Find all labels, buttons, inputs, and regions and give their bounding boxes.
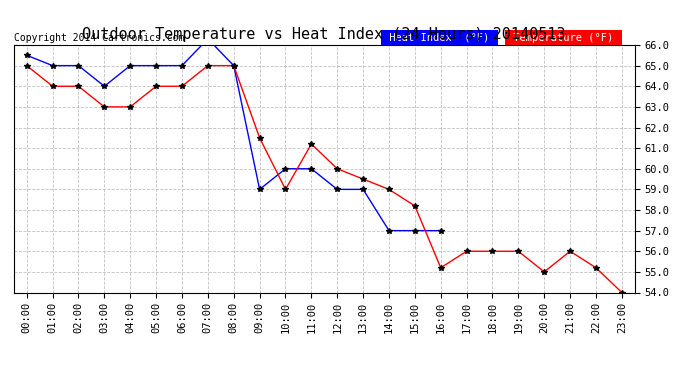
- Text: Heat Index  (°F): Heat Index (°F): [384, 33, 496, 42]
- Title: Outdoor Temperature vs Heat Index (24 Hours) 20140513: Outdoor Temperature vs Heat Index (24 Ho…: [83, 27, 566, 42]
- Text: Copyright 2014 Cartronics.com: Copyright 2014 Cartronics.com: [14, 33, 184, 42]
- Text: Temperature (°F): Temperature (°F): [508, 33, 620, 42]
